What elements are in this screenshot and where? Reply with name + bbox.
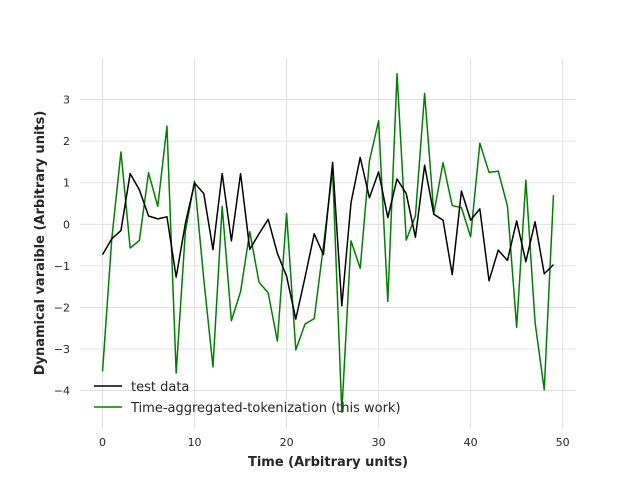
y-tick-label: 1 <box>63 177 70 190</box>
x-tick-label: 10 <box>188 436 202 449</box>
x-tick-label: 40 <box>464 436 478 449</box>
y-tick-label: 0 <box>63 218 70 231</box>
y-axis-label: Dynamical varaible (Arbitrary units) <box>33 111 48 376</box>
x-tick-label: 30 <box>372 436 386 449</box>
y-tick-label: −1 <box>54 260 70 273</box>
y-tick-label: −2 <box>54 301 70 314</box>
series-line-time-aggregated-tokenization <box>101 73 555 413</box>
x-tick-label: 50 <box>556 436 570 449</box>
x-axis-label: Time (Arbitrary units) <box>248 455 408 470</box>
legend-label-time-aggregated-tokenization: Time-aggregated-tokenization (this work) <box>130 401 401 416</box>
y-axis-ticks: −4 −3 −2 −1 0 1 2 3 <box>54 94 70 398</box>
y-tick-label: 2 <box>63 135 70 148</box>
x-tick-label: 20 <box>280 436 294 449</box>
grid-lines <box>80 58 576 428</box>
y-tick-label: −3 <box>54 343 70 356</box>
y-tick-label: 3 <box>63 94 70 107</box>
x-tick-label: 0 <box>99 436 106 449</box>
series-line-test-data <box>101 156 554 320</box>
x-axis-ticks: 0 10 20 30 40 50 <box>99 436 570 449</box>
y-tick-label: −4 <box>54 385 70 398</box>
legend-label-test-data: test data <box>131 380 189 395</box>
series-lines <box>101 73 555 413</box>
legend: test data Time-aggregated-tokenization (… <box>94 380 401 416</box>
